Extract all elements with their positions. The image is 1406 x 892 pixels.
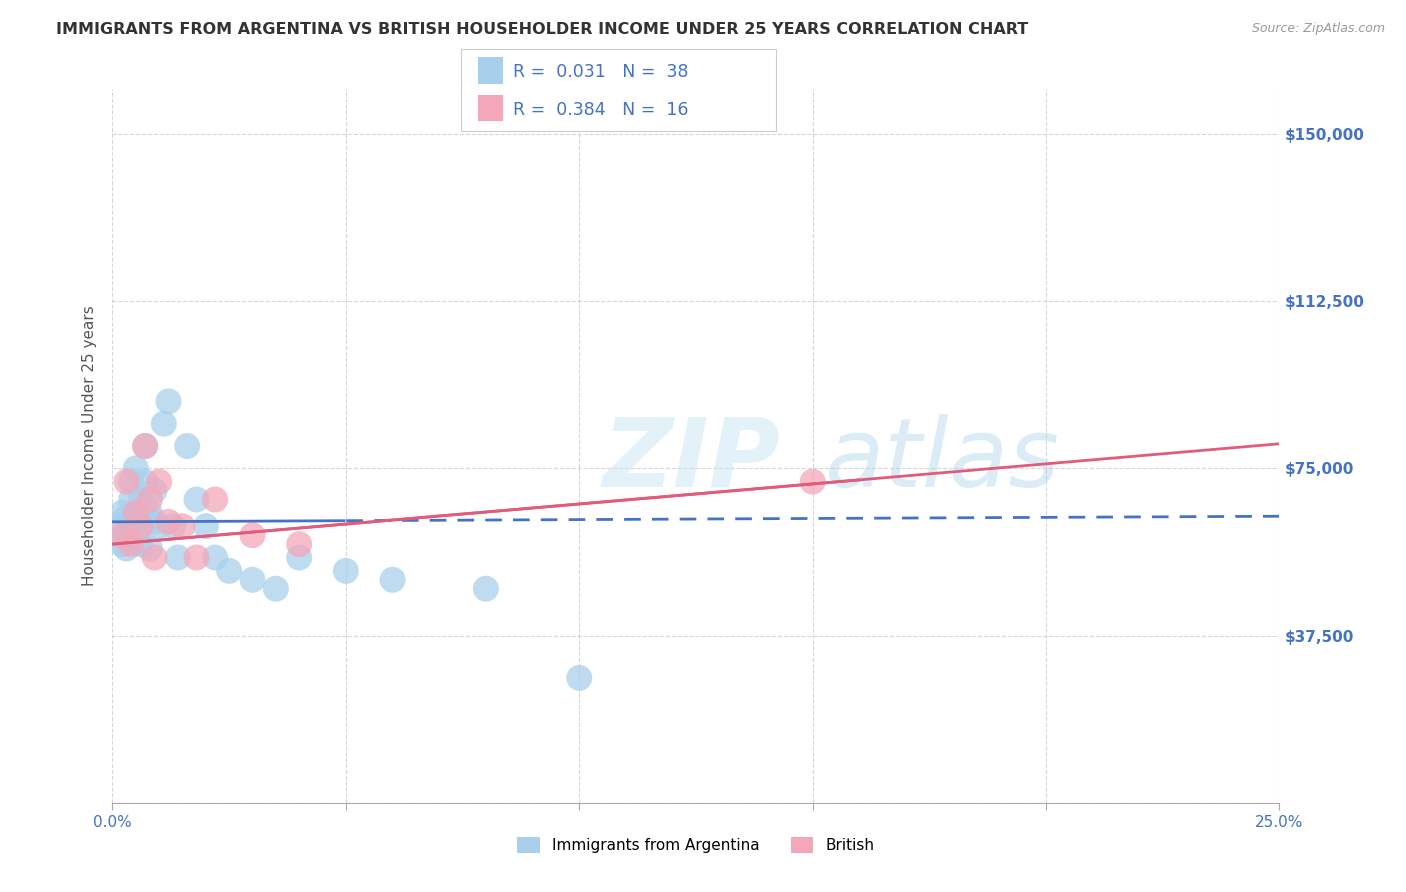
Point	[194, 519, 217, 533]
Point	[186, 550, 208, 565]
Text: ZIP: ZIP	[603, 414, 780, 507]
Point	[143, 515, 166, 529]
Point	[186, 492, 208, 507]
Point	[176, 439, 198, 453]
Point	[204, 550, 226, 565]
Point	[134, 515, 156, 529]
Point	[125, 506, 148, 520]
Point	[218, 564, 240, 578]
Point	[242, 573, 264, 587]
Text: R =  0.031   N =  38: R = 0.031 N = 38	[513, 63, 689, 81]
Text: atlas: atlas	[824, 414, 1059, 507]
Point	[153, 417, 176, 431]
Point	[568, 671, 591, 685]
Point	[115, 475, 138, 489]
Point	[162, 519, 184, 533]
Point	[134, 439, 156, 453]
Point	[148, 475, 170, 489]
Point	[264, 582, 287, 596]
Point	[801, 475, 824, 489]
Point	[111, 537, 134, 551]
Point	[139, 506, 162, 520]
Point	[120, 537, 142, 551]
Point	[143, 550, 166, 565]
Point	[335, 564, 357, 578]
Point	[120, 475, 142, 489]
Point	[120, 492, 142, 507]
Point	[129, 519, 152, 533]
Point	[242, 528, 264, 542]
Point	[288, 550, 311, 565]
Point	[157, 515, 180, 529]
Point	[204, 492, 226, 507]
Point	[381, 573, 404, 587]
Point	[148, 519, 170, 533]
Point	[166, 550, 188, 565]
Point	[129, 492, 152, 507]
Point	[115, 541, 138, 556]
Point	[475, 582, 498, 596]
Point	[288, 537, 311, 551]
Y-axis label: Householder Income Under 25 years: Householder Income Under 25 years	[82, 306, 97, 586]
Point	[129, 537, 152, 551]
Point	[120, 515, 142, 529]
Point	[125, 506, 148, 520]
Point	[125, 528, 148, 542]
Point	[157, 394, 180, 409]
Text: IMMIGRANTS FROM ARGENTINA VS BRITISH HOUSEHOLDER INCOME UNDER 25 YEARS CORRELATI: IMMIGRANTS FROM ARGENTINA VS BRITISH HOU…	[56, 22, 1029, 37]
Point	[111, 528, 134, 542]
Point	[105, 519, 128, 533]
Point	[125, 461, 148, 475]
Point	[134, 475, 156, 489]
Legend: Immigrants from Argentina, British: Immigrants from Argentina, British	[512, 831, 880, 859]
Point	[111, 506, 134, 520]
Point	[143, 483, 166, 498]
Point	[115, 528, 138, 542]
Point	[139, 541, 162, 556]
Point	[134, 439, 156, 453]
Point	[139, 492, 162, 507]
Text: R =  0.384   N =  16: R = 0.384 N = 16	[513, 101, 689, 119]
Point	[115, 510, 138, 524]
Point	[172, 519, 194, 533]
Text: Source: ZipAtlas.com: Source: ZipAtlas.com	[1251, 22, 1385, 36]
